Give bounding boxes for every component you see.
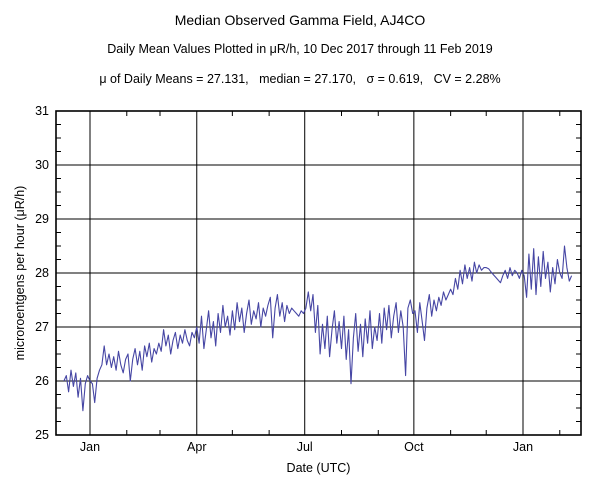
x-axis-title: Date (UTC) — [287, 461, 351, 475]
y-tick-label: 30 — [35, 158, 49, 172]
x-tick-label: Apr — [187, 440, 206, 454]
x-tick-label: Oct — [404, 440, 424, 454]
y-tick-label: 31 — [35, 104, 49, 118]
x-tick-label: Jan — [513, 440, 533, 454]
x-tick-label: Jul — [297, 440, 313, 454]
y-axis-title: microroentgens per hour (μR/h) — [13, 186, 27, 361]
y-tick-label: 25 — [35, 428, 49, 442]
x-tick-label: Jan — [80, 440, 100, 454]
y-tick-label: 27 — [35, 320, 49, 334]
chart-title: Median Observed Gamma Field, AJ4CO — [174, 12, 426, 28]
data-series-line — [63, 245, 573, 412]
y-tick-label: 28 — [35, 266, 49, 280]
chart-subtitle: Daily Mean Values Plotted in μR/h, 10 De… — [107, 42, 493, 56]
y-tick-label: 29 — [35, 212, 49, 226]
chart-stats-line: μ of Daily Means = 27.131, median = 27.1… — [99, 72, 501, 86]
plot-frame — [55, 110, 582, 436]
y-tick-label: 26 — [35, 374, 49, 388]
